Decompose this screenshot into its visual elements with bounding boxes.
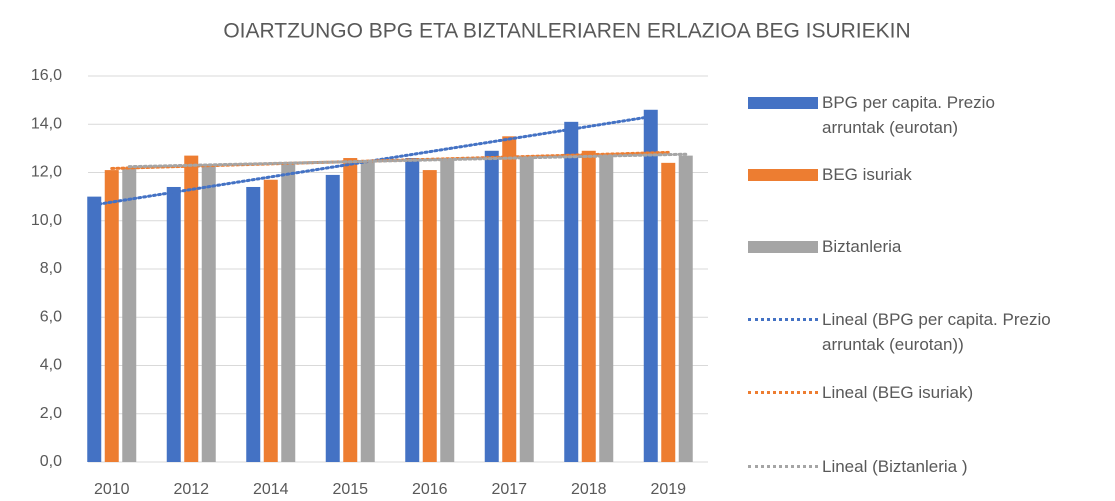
bar (201, 165, 216, 462)
y-tick-label: 6,0 (40, 308, 62, 325)
y-tick-label: 16,0 (31, 67, 62, 84)
bar (599, 155, 614, 463)
bar (484, 150, 499, 462)
legend-label: BPG per capita. Prezio arruntak (eurotan… (822, 93, 995, 137)
legend-label: Biztanleria (822, 237, 902, 256)
legend-item: Lineal (BEG isuriak) (748, 380, 1112, 405)
bar (263, 179, 278, 463)
x-tick-label: 2017 (491, 481, 527, 498)
legend-label: Lineal (BPG per capita. Prezio arruntak … (822, 310, 1051, 354)
legend-label: Lineal (BEG isuriak) (822, 383, 974, 402)
y-tick-label: 12,0 (31, 164, 62, 181)
legend-swatch (748, 465, 818, 468)
bar (502, 136, 517, 462)
x-tick-label: 2012 (173, 481, 209, 498)
x-tick-label: 2019 (650, 481, 686, 498)
x-tick-label: 2010 (94, 481, 130, 498)
bar (440, 158, 455, 462)
bar (166, 186, 181, 462)
bar (564, 121, 579, 463)
bar (184, 155, 199, 463)
bar (581, 150, 596, 462)
bar (678, 155, 693, 463)
bar (661, 162, 676, 462)
legend-swatch (748, 318, 818, 321)
bar (422, 170, 437, 462)
legend-item: Lineal (BPG per capita. Prezio arruntak … (748, 307, 1112, 357)
bar (519, 158, 534, 462)
x-tick-label: 2014 (253, 481, 289, 498)
bar (343, 158, 358, 462)
bar (246, 186, 261, 462)
bar (281, 162, 296, 462)
legend-swatch (748, 97, 818, 109)
y-tick-label: 8,0 (40, 260, 62, 277)
bar (104, 170, 119, 462)
x-tick-label: 2018 (571, 481, 607, 498)
legend-item: BPG per capita. Prezio arruntak (eurotan… (748, 90, 1012, 140)
legend-swatch (748, 169, 818, 181)
bar (360, 160, 375, 462)
x-tick-label: 2015 (332, 481, 368, 498)
bar (325, 174, 340, 462)
legend-item: Biztanleria (748, 234, 1012, 259)
trendline (127, 152, 688, 169)
y-tick-label: 10,0 (31, 212, 62, 229)
legend-item: Lineal (Biztanleria ) (748, 454, 1112, 479)
y-tick-label: 0,0 (40, 453, 62, 470)
legend-label: Lineal (Biztanleria ) (822, 457, 968, 476)
y-tick-label: 14,0 (31, 115, 62, 132)
legend-swatch (748, 391, 818, 394)
y-tick-label: 4,0 (40, 357, 62, 374)
bar (122, 167, 137, 463)
chart-title: OIARTZUNGO BPG ETA BIZTANLERIAREN ERLAZI… (223, 20, 910, 43)
legend-swatch (748, 241, 818, 253)
legend-item: BEG isuriak (748, 162, 1012, 187)
bar (643, 109, 658, 463)
y-tick-label: 2,0 (40, 405, 62, 422)
x-tick-label: 2016 (412, 481, 448, 498)
legend-label: BEG isuriak (822, 165, 912, 184)
bar (405, 158, 420, 462)
bar (87, 196, 102, 462)
